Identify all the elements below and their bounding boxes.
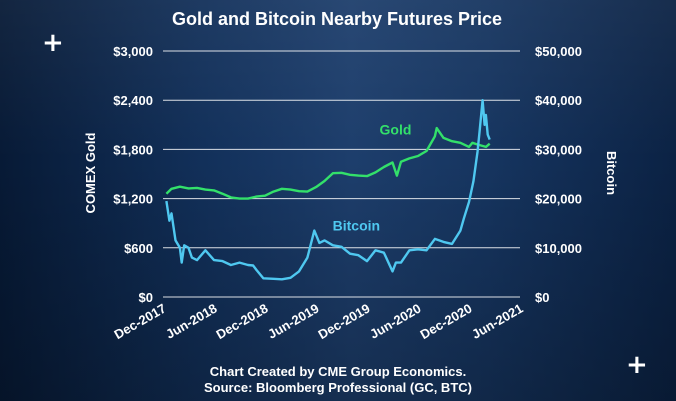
right-tick-label: $0 xyxy=(535,290,549,305)
gridlines xyxy=(163,50,520,298)
right-tick-label: $10,000 xyxy=(535,241,582,256)
left-tick-label: $2,400 xyxy=(113,93,153,108)
gold-series-label: Gold xyxy=(380,122,412,138)
plus-decoration-bottom-right: + xyxy=(626,350,648,380)
x-tick-label: Jun-2018 xyxy=(163,301,219,342)
right-axis-ticks: $0 $10,000 $20,000 $30,000 $40,000 $50,000 xyxy=(535,44,582,305)
right-tick-label: $40,000 xyxy=(535,93,582,108)
left-tick-label: $600 xyxy=(124,241,153,256)
source-line-1: Chart Created by CME Group Economics. xyxy=(210,364,466,379)
left-tick-label: $3,000 xyxy=(113,44,153,59)
left-tick-label: $0 xyxy=(139,290,153,305)
plus-decoration-top-left: + xyxy=(42,28,64,58)
gold-series-line xyxy=(165,126,491,200)
right-tick-label: $20,000 xyxy=(535,192,582,207)
left-axis-label: COMEX Gold xyxy=(83,132,98,213)
left-tick-label: $1,800 xyxy=(113,142,153,157)
right-axis-label: Bitcoin xyxy=(604,151,619,195)
source-line-2: Source: Bloomberg Professional (GC, BTC) xyxy=(204,380,472,395)
x-tick-label: Jun-2019 xyxy=(265,301,321,342)
series-layer xyxy=(165,99,491,281)
right-tick-label: $50,000 xyxy=(535,44,582,59)
x-axis-ticks: Dec-2017Jun-2018Dec-2018Jun-2019Dec-2019… xyxy=(112,301,526,343)
x-tick-label: Dec-2017 xyxy=(112,301,169,343)
x-tick-label: Jun-2021 xyxy=(469,301,525,342)
left-tick-label: $1,200 xyxy=(113,192,153,207)
left-axis-ticks: $0 $600 $1,200 $1,800 $2,400 $3,000 xyxy=(113,44,153,305)
x-tick-label: Dec-2020 xyxy=(418,301,475,343)
chart-title: Gold and Bitcoin Nearby Futures Price xyxy=(172,9,502,29)
x-tick-label: Dec-2019 xyxy=(316,301,373,343)
x-tick-label: Jun-2020 xyxy=(367,301,423,342)
bitcoin-series-label: Bitcoin xyxy=(333,218,380,234)
right-tick-label: $30,000 xyxy=(535,142,582,157)
bitcoin-series-line xyxy=(165,99,491,281)
x-tick-label: Dec-2018 xyxy=(214,301,271,343)
